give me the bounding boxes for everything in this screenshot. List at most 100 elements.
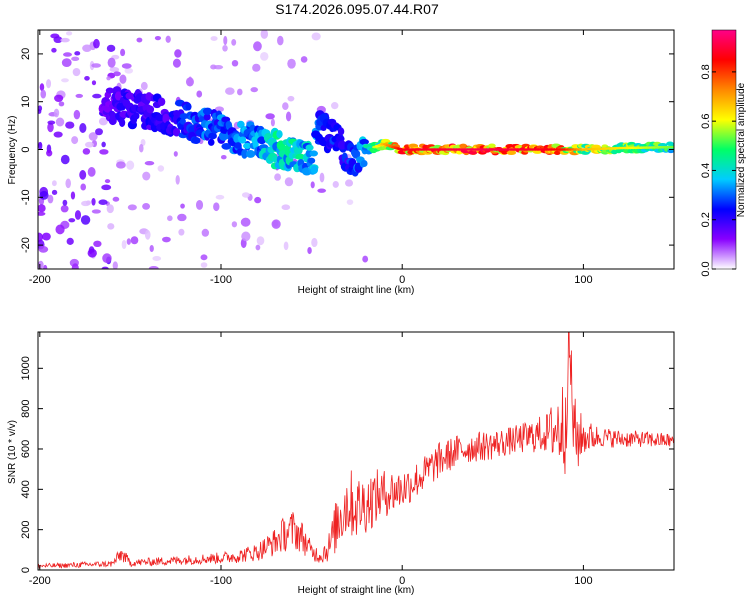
spectrogram-noise-blob bbox=[281, 204, 291, 211]
spectrogram-noise-blob bbox=[124, 67, 134, 74]
spectrogram-noise-blob bbox=[167, 215, 173, 222]
spectrogram-noise-blob bbox=[121, 63, 132, 69]
spectrogram-ridge-core bbox=[671, 145, 674, 149]
spectrogram-noise-blob bbox=[319, 172, 325, 183]
spectrogram-noise-blob bbox=[119, 74, 127, 84]
spectrogram-noise-blob bbox=[98, 199, 108, 206]
spectrogram-noise-blob bbox=[311, 237, 318, 248]
spectrogram-noise-blob bbox=[73, 109, 81, 120]
spectrogram-ridge-blob bbox=[179, 118, 186, 125]
spectrogram-noise-blob bbox=[91, 80, 97, 86]
spectrogram-noise-blob bbox=[66, 237, 74, 245]
spectrogram-noise-blob bbox=[47, 120, 56, 125]
spectrogram-noise-blob bbox=[101, 141, 106, 148]
spectrogram-noise-blob bbox=[265, 113, 275, 120]
spectrogram-noise-blob bbox=[50, 33, 60, 39]
spectrogram-noise-blob bbox=[214, 106, 224, 113]
spectrogram-noise-blob bbox=[70, 191, 76, 200]
spectrogram-noise-blob bbox=[178, 228, 185, 236]
spectrogram-noise-blob bbox=[104, 179, 111, 184]
y-tick-label: 1000 bbox=[20, 356, 32, 380]
y-tick-label: 600 bbox=[20, 440, 32, 458]
colorbar-label: Normalized spectral amplitude bbox=[736, 82, 747, 217]
spectrogram-noise-blob bbox=[43, 264, 48, 269]
spectrogram-ridge-blob bbox=[309, 150, 318, 157]
spectrogram-noise-blob bbox=[115, 161, 126, 169]
spectrogram-ridge-blob bbox=[488, 143, 496, 148]
spectrogram-ridge-blob bbox=[119, 118, 126, 127]
spectrogram-noise-blob bbox=[254, 196, 262, 204]
spectrogram-noise-blob bbox=[287, 95, 295, 102]
spectrogram-noise-blob bbox=[154, 36, 162, 41]
spectrogram-noise-blob bbox=[210, 64, 217, 70]
spectrogram-ridge-blob bbox=[468, 150, 478, 155]
spectrogram-noise-blob bbox=[332, 180, 339, 188]
spectrogram-noise-blob bbox=[71, 56, 80, 62]
colorbar-tick-label: 0.8 bbox=[700, 64, 712, 79]
spectrogram-ridge-blob bbox=[202, 107, 213, 115]
spectrogram-noise-blob bbox=[51, 47, 57, 53]
spectrogram-noise-blob bbox=[220, 155, 227, 160]
spectrogram-noise-blob bbox=[38, 245, 49, 253]
spectrogram-ridge-blob bbox=[234, 142, 242, 149]
spectrogram-ridge-blob bbox=[460, 143, 468, 149]
spectrogram-noise-blob bbox=[148, 266, 159, 269]
spectrogram-ridge-blob bbox=[185, 102, 192, 111]
spectrogram-noise-blob bbox=[61, 78, 69, 83]
spectrogram-noise-blob bbox=[256, 236, 265, 246]
spectrogram-noise-blob bbox=[46, 79, 52, 89]
spectrogram-noise-blob bbox=[84, 75, 90, 81]
spectrogram-noise-blob bbox=[63, 52, 72, 57]
x-tick-label: 0 bbox=[399, 575, 405, 587]
spectrogram-noise-blob bbox=[127, 204, 137, 211]
spectrogram-ridge-blob bbox=[114, 91, 123, 101]
spectrogram-ridge-blob bbox=[359, 138, 369, 145]
y-tick-label: 20 bbox=[20, 48, 32, 60]
spectrogram-noise-blob bbox=[287, 58, 296, 69]
spectrogram-noise-blob bbox=[39, 190, 49, 200]
spectrogram-noise-blob bbox=[142, 203, 151, 210]
spectrogram-noise-blob bbox=[210, 36, 218, 41]
snr-x-ticks: -200 -100 0 100 bbox=[29, 332, 593, 587]
spectrogram-noise-blob bbox=[174, 49, 182, 58]
spectrogram-noise-blob bbox=[39, 83, 45, 92]
spectrogram-noise-blob bbox=[130, 236, 139, 245]
x-tick-label: 100 bbox=[574, 575, 592, 587]
spectrogram-noise-blob bbox=[300, 56, 308, 63]
spectrogram-noise-blob bbox=[87, 248, 97, 258]
spectrogram-noise-blob bbox=[65, 121, 75, 129]
colorbar-ticks: 0.0 0.2 0.4 0.6 0.8 bbox=[700, 64, 736, 277]
spectrogram-noise-blob bbox=[187, 76, 193, 87]
spectrogram-noise-blob bbox=[237, 88, 243, 96]
spectrogram-noise-blob bbox=[81, 200, 91, 207]
snr-y-axis-label: SNR (10 * v/v) bbox=[7, 420, 18, 484]
spectrogram-noise-blob bbox=[215, 194, 225, 200]
spectrogram-noise-blob bbox=[344, 179, 354, 187]
spectrogram-noise-blob bbox=[75, 93, 84, 98]
spectrogram-noise-blob bbox=[72, 67, 81, 77]
colorbar: 0.0 0.2 0.4 0.6 0.8 Normalized spectral ampl… bbox=[700, 29, 747, 277]
spectrogram-noise-blob bbox=[62, 199, 68, 206]
spectrogram-ridge-blob bbox=[276, 130, 283, 139]
spectrogram-noise-blob bbox=[120, 48, 126, 57]
x-tick-label: -200 bbox=[29, 575, 51, 587]
spectrogram-noise-blob bbox=[311, 32, 321, 41]
spectrogram-noise-blob bbox=[126, 238, 131, 245]
spectrogram-noise-blob bbox=[60, 37, 70, 43]
y-tick-label: 400 bbox=[20, 480, 32, 498]
spectrogram-noise-blob bbox=[79, 170, 87, 180]
spectrogram-noise-blob bbox=[173, 151, 178, 157]
spectrogram-noise-blob bbox=[307, 246, 312, 255]
spectrogram-noise-blob bbox=[331, 102, 339, 110]
spectrogram-ridge-blob bbox=[337, 127, 345, 136]
spectrogram-ridge-blob bbox=[237, 120, 245, 129]
spectrogram-noise-blob bbox=[88, 132, 98, 141]
spectrogram-noise-blob bbox=[51, 180, 57, 187]
x-tick-label: -100 bbox=[210, 575, 232, 587]
spectrogram-noise-blob bbox=[65, 178, 71, 189]
spectrogram-noise-blob bbox=[71, 136, 79, 145]
spectrogram-noise-blob bbox=[82, 148, 91, 155]
spectrogram-noise-blob bbox=[200, 262, 208, 268]
spectrogram-noise-blob bbox=[126, 160, 135, 170]
